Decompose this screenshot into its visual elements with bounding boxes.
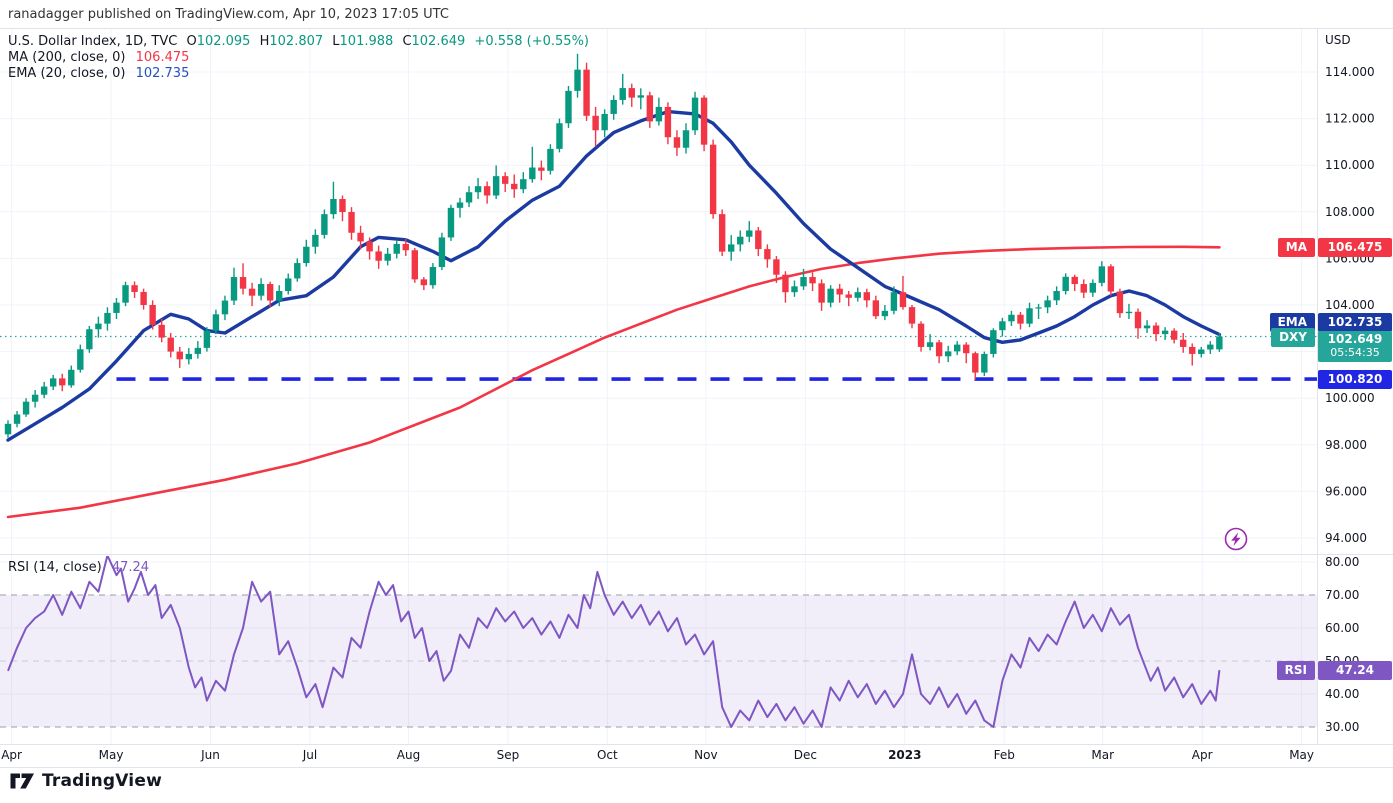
ema-axis-price: 102.735 [1318, 312, 1392, 332]
price-axis-labels: USD114.000112.000110.000108.000106.00010… [1325, 33, 1375, 734]
svg-text:Feb: Feb [994, 748, 1015, 762]
svg-text:110.000: 110.000 [1325, 158, 1375, 172]
ema-price-text: 102.735 [1327, 315, 1383, 330]
rsi-label: RSI (14, close) [8, 560, 102, 575]
svg-text:108.000: 108.000 [1325, 205, 1375, 219]
svg-text:Apr: Apr [1, 748, 22, 762]
tradingview-link[interactable]: TradingView [10, 771, 162, 791]
svg-text:Nov: Nov [694, 748, 717, 762]
svg-text:80.00: 80.00 [1325, 555, 1359, 569]
svg-text:60.00: 60.00 [1325, 621, 1359, 635]
svg-text:104.000: 104.000 [1325, 298, 1375, 312]
chart-canvas[interactable]: USD114.000112.000110.000108.000106.00010… [0, 28, 1393, 803]
dxy-last-price: 102.649 05:54:35 [1318, 330, 1392, 362]
svg-text:40.00: 40.00 [1325, 687, 1359, 701]
main-legend: U.S. Dollar Index, 1D, TVC O102.095 H102… [8, 34, 589, 82]
rsi-legend-row: RSI (14, close) 47.24 [8, 560, 149, 575]
tradingview-logo-icon [10, 773, 34, 789]
candlestick-series [4, 53, 1223, 438]
ma-axis-price: 106.475 [1318, 237, 1392, 257]
high-value: 102.807 [269, 34, 324, 49]
svg-text:Apr: Apr [1192, 748, 1213, 762]
published-caption: ranadagger published on TradingView.com,… [8, 7, 449, 22]
rsi-axis-value: 47.24 [1318, 660, 1392, 680]
svg-text:Jul: Jul [302, 748, 317, 762]
ema-legend-row: EMA (20, close, 0) 102.735 [8, 66, 589, 82]
svg-text:30.00: 30.00 [1325, 720, 1359, 734]
rsi-value-text: 47.24 [1336, 663, 1374, 678]
support-price-text: 100.820 [1327, 372, 1383, 387]
svg-text:Sep: Sep [497, 748, 520, 762]
svg-text:Jun: Jun [200, 748, 220, 762]
time-scale[interactable] [0, 744, 1393, 767]
close-key: C [402, 34, 412, 49]
dxy-axis-tag: DXY [1271, 327, 1315, 347]
dxy-countdown: 05:54:35 [1330, 346, 1380, 360]
low-key: L [332, 34, 340, 49]
rsi-axis-tag: RSI [1276, 660, 1315, 680]
rsi-band [0, 594, 1317, 728]
ema-legend-value: 102.735 [135, 66, 190, 81]
svg-text:70.00: 70.00 [1325, 588, 1359, 602]
ma-axis-tag: MA [1277, 237, 1315, 257]
svg-text:112.000: 112.000 [1325, 112, 1375, 126]
close-value: 102.649 [411, 34, 466, 49]
ma-label: MA (200, close, 0) [8, 50, 126, 65]
change-value: +0.558 (+0.55%) [474, 34, 589, 49]
tradingview-logo-text: TradingView [42, 771, 162, 791]
svg-text:100.000: 100.000 [1325, 391, 1375, 405]
rsi-legend-value: 47.24 [111, 560, 150, 575]
svg-text:114.000: 114.000 [1325, 65, 1375, 79]
low-value: 101.988 [339, 34, 394, 49]
svg-text:2023: 2023 [888, 748, 921, 762]
high-key: H [259, 34, 270, 49]
pane-borders [0, 28, 1393, 768]
svg-text:Aug: Aug [397, 748, 420, 762]
gridlines [0, 28, 1317, 744]
svg-text:Mar: Mar [1091, 748, 1114, 762]
ema-tag-text: EMA [1277, 315, 1307, 330]
svg-text:94.000: 94.000 [1325, 531, 1367, 545]
ema20-line [6, 109, 1222, 442]
svg-text:Oct: Oct [597, 748, 618, 762]
dxy-tag-text: DXY [1279, 330, 1307, 345]
open-value: 102.095 [196, 34, 251, 49]
support-level-price: 100.820 [1318, 369, 1392, 389]
ema-axis-tag: EMA [1269, 312, 1315, 332]
ma-tag-text: MA [1285, 240, 1307, 255]
symbol-title: U.S. Dollar Index, 1D, TVC [8, 34, 178, 49]
svg-text:96.000: 96.000 [1325, 484, 1367, 498]
open-key: O [186, 34, 197, 49]
svg-text:May: May [1289, 748, 1314, 762]
flash-icon[interactable] [1224, 527, 1248, 551]
dxy-price-text: 102.649 [1327, 332, 1383, 347]
ma-legend-row: MA (200, close, 0) 106.475 [8, 50, 589, 66]
rsi-tag-text: RSI [1284, 663, 1307, 678]
symbol-legend-row: U.S. Dollar Index, 1D, TVC O102.095 H102… [8, 34, 589, 50]
ma-price-text: 106.475 [1327, 240, 1383, 255]
svg-text:Dec: Dec [794, 748, 817, 762]
svg-text:USD: USD [1325, 33, 1351, 47]
time-axis-labels: Apr May Jun Jul Aug Sep Oct Nov Dec 2023 Feb Mar Apr… [1, 748, 1314, 762]
ma200-line [6, 245, 1221, 519]
rsi-line [7, 556, 1221, 728]
svg-text:May: May [99, 748, 124, 762]
ma-legend-value: 106.475 [135, 50, 190, 65]
svg-text:98.000: 98.000 [1325, 438, 1367, 452]
ema-label: EMA (20, close, 0) [8, 66, 126, 81]
